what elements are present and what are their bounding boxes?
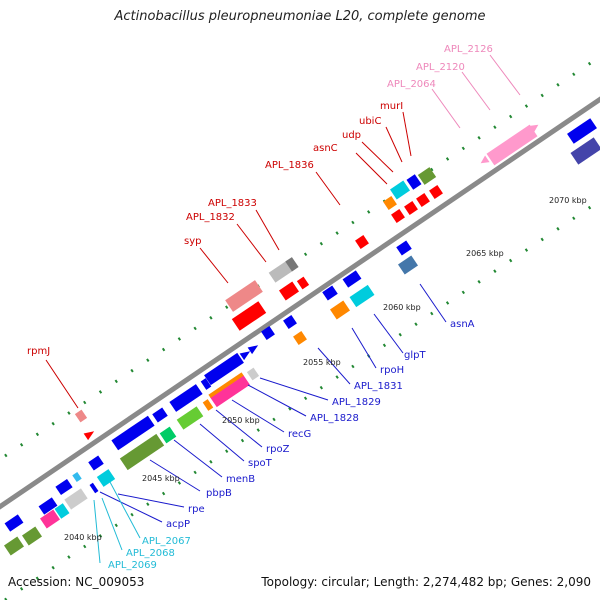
label-glpT: glpT bbox=[404, 350, 426, 361]
kbp-2065: 2065 kbp bbox=[466, 249, 504, 258]
leader-lines bbox=[45, 54, 521, 564]
label-APL_2067: APL_2067 bbox=[142, 536, 191, 547]
label-rpoZ: rpoZ bbox=[266, 444, 290, 455]
kbp-labels: 2040 kbp 2045 kbp 2050 kbp 2055 kbp 2060… bbox=[64, 196, 587, 542]
label-syp: syp bbox=[184, 236, 201, 247]
label-APL_2069: APL_2069 bbox=[108, 560, 157, 571]
label-APL_2064: APL_2064 bbox=[387, 79, 436, 90]
label-APL_2126: APL_2126 bbox=[444, 44, 493, 55]
label-APL_2068: APL_2068 bbox=[126, 548, 175, 559]
kbp-2060: 2060 kbp bbox=[383, 303, 421, 312]
gene-track-lower bbox=[4, 137, 600, 556]
kbp-2070: 2070 kbp bbox=[549, 196, 587, 205]
label-APL_1836: APL_1836 bbox=[265, 160, 314, 171]
label-rpmJ: rpmJ bbox=[27, 346, 50, 357]
kbp-2045: 2045 kbp bbox=[142, 474, 180, 483]
map-title: Actinobacillus pleuropneumoniae L20, com… bbox=[114, 9, 486, 24]
label-asnA: asnA bbox=[450, 319, 475, 330]
pink-labels: APL_2064 APL_2120 APL_2126 bbox=[387, 44, 493, 90]
label-menB: menB bbox=[226, 474, 255, 485]
label-spoT: spoT bbox=[248, 458, 273, 469]
label-APL_1828: APL_1828 bbox=[310, 413, 359, 424]
gene-track-upper bbox=[4, 118, 597, 532]
accession-text: Accession: NC_009053 bbox=[8, 575, 145, 589]
label-APL_1829: APL_1829 bbox=[332, 397, 381, 408]
label-udp: udp bbox=[342, 130, 361, 141]
genome-backbone bbox=[0, 96, 600, 510]
label-rpoH: rpoH bbox=[380, 365, 404, 376]
label-asnC: asnC bbox=[313, 143, 338, 154]
label-APL_1832: APL_1832 bbox=[186, 212, 235, 223]
kbp-2055: 2055 kbp bbox=[303, 358, 341, 367]
label-acpP: acpP bbox=[166, 519, 190, 530]
label-APL_2120: APL_2120 bbox=[416, 62, 465, 73]
label-rpe: rpe bbox=[188, 504, 205, 515]
label-recG: recG bbox=[288, 429, 311, 440]
cyan-labels: APL_2067 APL_2068 APL_2069 bbox=[108, 536, 191, 571]
kbp-2040: 2040 kbp bbox=[64, 533, 102, 542]
blue-labels: asnA glpT rpoH APL_1831 APL_1829 APL_182… bbox=[166, 319, 475, 530]
label-APL_1831: APL_1831 bbox=[354, 381, 403, 392]
label-pbpB: pbpB bbox=[206, 488, 232, 499]
genome-summary-text: Topology: circular; Length: 2,274,482 bp… bbox=[261, 575, 591, 589]
label-murI: murI bbox=[380, 101, 403, 112]
label-ubiC: ubiC bbox=[359, 116, 381, 127]
label-APL_1833: APL_1833 bbox=[208, 198, 257, 209]
kbp-2050: 2050 kbp bbox=[222, 416, 260, 425]
red-labels: rpmJ syp APL_1832 APL_1833 APL_1836 asnC… bbox=[27, 101, 403, 357]
